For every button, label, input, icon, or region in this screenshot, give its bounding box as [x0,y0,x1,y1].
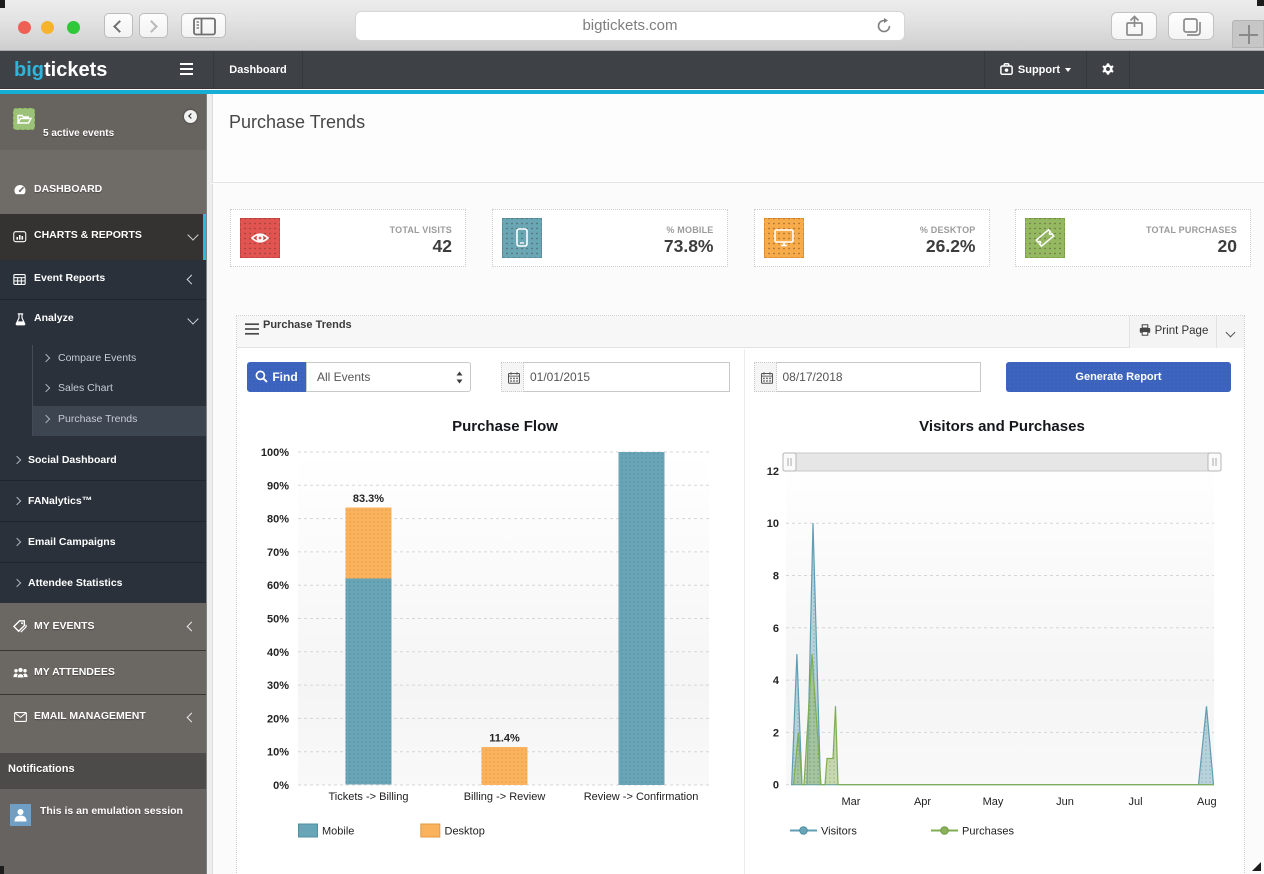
svg-text:0: 0 [773,780,779,792]
svg-text:10: 10 [767,518,779,530]
svg-text:Visitors and Purchases: Visitors and Purchases [919,418,1085,435]
svg-text:8: 8 [773,571,779,583]
svg-text:50%: 50% [267,614,289,626]
svg-text:100%: 100% [261,447,289,459]
svg-text:12: 12 [767,466,779,478]
svg-text:30%: 30% [267,680,289,692]
svg-text:Mobile: Mobile [322,826,354,838]
svg-text:40%: 40% [267,647,289,659]
svg-text:60%: 60% [267,580,289,592]
svg-text:20%: 20% [267,713,289,725]
svg-text:Purchase Flow: Purchase Flow [452,418,558,435]
svg-text:70%: 70% [267,547,289,559]
svg-text:90%: 90% [267,480,289,492]
svg-text:0%: 0% [273,780,289,792]
svg-text:Aug: Aug [1197,796,1217,808]
svg-text:Visitors: Visitors [821,826,857,838]
svg-text:83.3%: 83.3% [353,493,384,505]
svg-text:Billing -> Review: Billing -> Review [464,791,546,803]
svg-text:Tickets -> Billing: Tickets -> Billing [329,791,409,803]
svg-text:Review -> Confirmation: Review -> Confirmation [584,791,699,803]
svg-text:10%: 10% [267,747,289,759]
svg-text:Purchases: Purchases [962,826,1014,838]
svg-text:4: 4 [773,675,780,687]
svg-text:Jun: Jun [1056,796,1074,808]
svg-text:11.4%: 11.4% [489,733,520,745]
svg-text:Mar: Mar [842,796,861,808]
svg-text:80%: 80% [267,514,289,526]
svg-text:6: 6 [773,623,779,635]
svg-text:Apr: Apr [914,796,931,808]
svg-text:Jul: Jul [1128,796,1142,808]
svg-text:Desktop: Desktop [445,826,485,838]
svg-text:May: May [983,796,1004,808]
svg-text:2: 2 [773,727,779,739]
